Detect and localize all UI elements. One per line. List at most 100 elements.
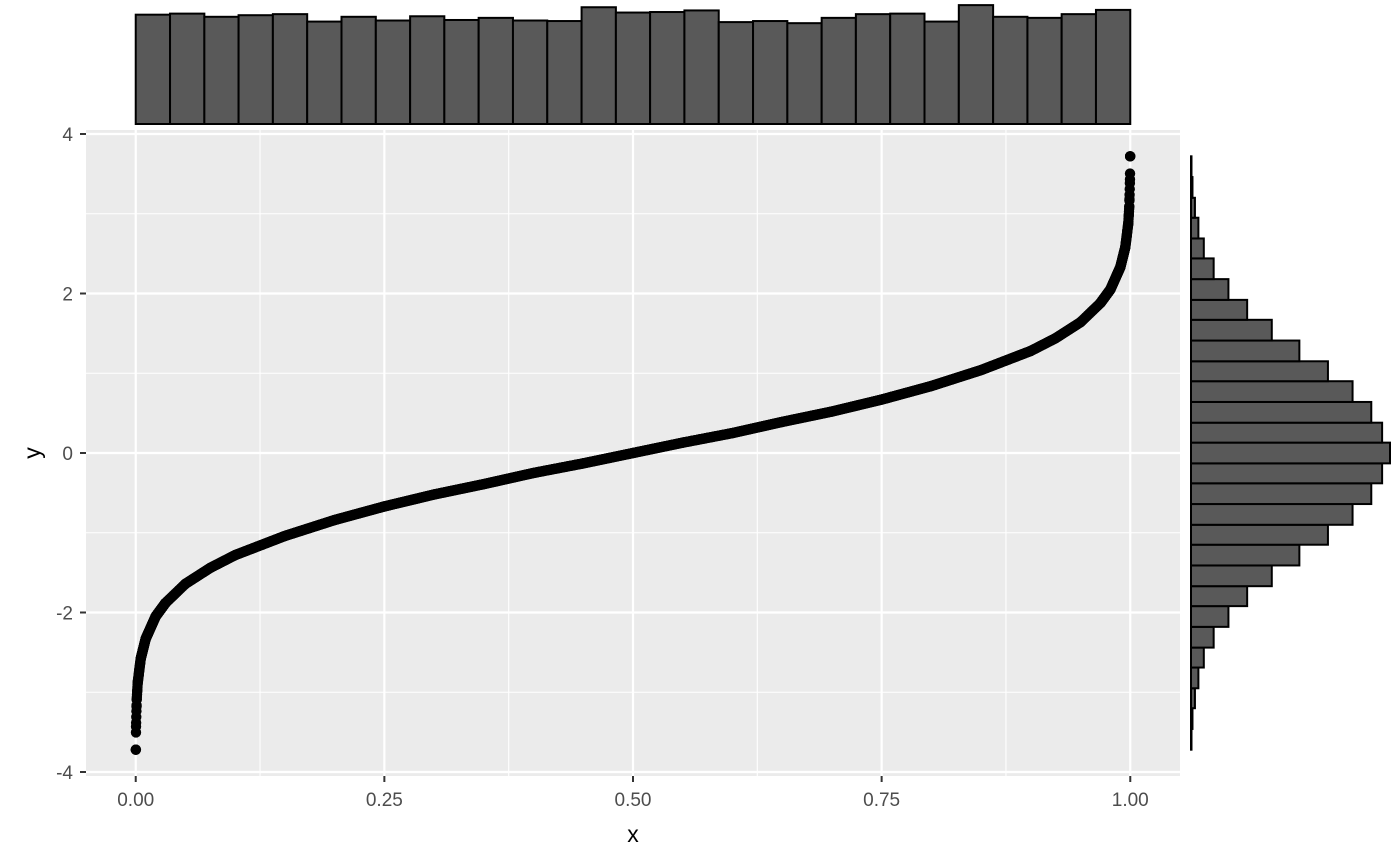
- data-point: [1123, 218, 1134, 229]
- x-histogram-bar: [306, 20, 343, 125]
- data-point: [1025, 345, 1037, 357]
- x-histogram-bar: [511, 19, 549, 125]
- x-tick-label: 0.00: [117, 790, 154, 811]
- x-histogram-bar: [1026, 16, 1063, 125]
- data-point: [975, 364, 987, 376]
- data-point: [132, 677, 143, 688]
- data-point: [926, 380, 937, 392]
- x-histogram-bar: [889, 12, 926, 125]
- y-histogram-bar: [1190, 523, 1329, 546]
- y-histogram-bar: [1190, 298, 1249, 321]
- y-histogram-bar: [1190, 707, 1194, 730]
- x-axis-title: x: [627, 821, 639, 847]
- x-histogram-bar: [340, 15, 377, 125]
- data-point: [205, 562, 216, 574]
- data-point: [1124, 151, 1136, 162]
- x-histogram-bar: [169, 12, 206, 125]
- x-histogram-bar: [546, 20, 583, 125]
- data-point: [160, 597, 171, 609]
- x-histogram-bar: [271, 13, 309, 125]
- data-point: [229, 549, 241, 561]
- y-tick-label: 0: [62, 444, 73, 465]
- data-point: [1120, 242, 1131, 253]
- data-point: [1115, 261, 1126, 273]
- x-histogram-bar: [443, 18, 480, 126]
- data-point: [130, 744, 142, 755]
- x-histogram-bar: [957, 4, 995, 125]
- x-histogram-bar: [134, 13, 172, 126]
- x-histogram-bar: [923, 20, 960, 125]
- data-point: [876, 394, 887, 405]
- y-tick-label: 2: [62, 284, 73, 305]
- x-histogram-bar: [580, 6, 617, 126]
- y-histogram-bar: [1190, 237, 1205, 260]
- x-tick-label: 0.75: [863, 790, 900, 811]
- marginal-x-histogram: [134, 4, 1132, 126]
- main-panel: [86, 130, 1180, 776]
- y-histogram-bar: [1190, 339, 1301, 363]
- marginal-y-histogram: [1190, 155, 1391, 751]
- x-histogram-bar: [1094, 8, 1132, 125]
- y-histogram-bar: [1190, 360, 1329, 383]
- data-point: [578, 458, 589, 469]
- y-histogram-bar: [1190, 605, 1230, 628]
- data-point: [131, 694, 142, 705]
- data-point: [140, 633, 151, 645]
- y-histogram-bar: [1190, 646, 1205, 669]
- y-tick-label: 4: [62, 125, 73, 146]
- x-tick-label: 0.50: [615, 790, 652, 811]
- y-histogram-bar: [1190, 196, 1196, 219]
- x-tick-label: 0.25: [366, 790, 403, 811]
- data-point: [826, 406, 838, 417]
- data-point: [329, 514, 340, 526]
- data-point: [1095, 297, 1106, 309]
- data-point: [180, 578, 191, 589]
- data-point: [727, 427, 738, 439]
- data-point: [279, 530, 291, 542]
- data-point: [1050, 332, 1061, 344]
- y-histogram-bar: [1190, 380, 1354, 403]
- y-histogram-bar: [1190, 441, 1391, 465]
- data-point: [1124, 174, 1136, 185]
- x-histogram-bar: [237, 14, 274, 126]
- x-histogram-bar: [1060, 13, 1097, 125]
- data-point: [627, 447, 639, 459]
- data-point: [1075, 317, 1086, 328]
- y-histogram-bar: [1190, 257, 1215, 281]
- data-point: [379, 501, 390, 512]
- x-histogram-bar: [854, 13, 892, 125]
- y-histogram-bar: [1190, 543, 1301, 567]
- data-point: [776, 416, 788, 428]
- data-point: [1105, 284, 1116, 295]
- y-histogram-bar: [1190, 462, 1384, 485]
- data-point: [677, 437, 688, 448]
- x-histogram-bar: [820, 16, 857, 125]
- y-histogram-bar: [1190, 482, 1373, 506]
- x-histogram-bar: [683, 9, 720, 125]
- x-histogram-bar: [717, 21, 755, 125]
- y-histogram-bar: [1190, 278, 1230, 301]
- data-point: [135, 653, 146, 664]
- data-point: [130, 721, 142, 732]
- x-axis: 0.00 0.25 0.50 0.75 1.00: [117, 776, 1149, 811]
- x-histogram-bar: [614, 11, 652, 125]
- y-histogram-bar: [1190, 564, 1273, 588]
- y-histogram-bar: [1190, 503, 1354, 526]
- x-histogram-bar: [992, 15, 1029, 125]
- x-histogram-bar: [649, 11, 686, 126]
- x-histogram-bar: [409, 15, 446, 125]
- x-histogram-bar: [203, 15, 240, 125]
- data-point: [528, 467, 539, 479]
- x-tick-label: 1.00: [1112, 790, 1149, 811]
- y-tick-label: -4: [56, 763, 73, 784]
- y-histogram-bar: [1190, 400, 1373, 424]
- data-points: [130, 151, 1136, 755]
- y-axis: 4 2 0 -2 -4: [56, 125, 86, 784]
- y-axis-title: y: [19, 447, 45, 459]
- data-point: [478, 478, 490, 490]
- data-point: [1124, 201, 1135, 212]
- y-histogram-bar: [1190, 687, 1196, 710]
- y-histogram-bar: [1190, 666, 1200, 690]
